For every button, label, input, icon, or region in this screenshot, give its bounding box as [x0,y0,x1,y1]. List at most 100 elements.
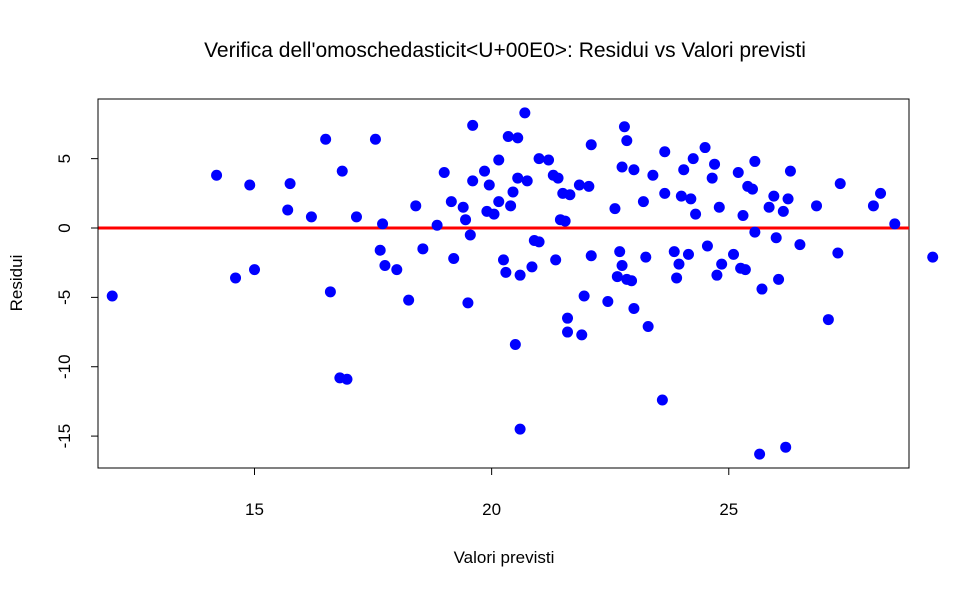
data-point [640,251,652,263]
data-point [614,246,626,258]
data-point [737,210,749,222]
data-point [756,283,768,295]
data-point [678,164,690,176]
data-point [559,215,571,227]
data-point [336,165,348,177]
data-point [320,133,332,145]
data-point [379,259,391,271]
data-point [374,244,386,256]
x-tick-label: 15 [245,500,264,519]
data-point [637,196,649,208]
data-point [647,169,659,181]
data-point [709,158,721,170]
data-point [512,132,524,144]
data-point [875,187,887,199]
data-point [502,130,514,142]
data-point [498,254,509,266]
data-point [500,266,512,278]
y-tick-label: -10 [55,354,74,379]
data-point [602,296,614,308]
data-point [512,172,524,184]
data-point [659,187,671,199]
data-point [573,179,585,191]
data-point [410,200,422,212]
data-point [675,190,687,202]
data-point [685,193,697,205]
data-points [106,107,939,460]
data-point [711,269,723,281]
data-point [628,164,640,176]
data-point [509,339,521,351]
data-point [460,214,472,226]
data-point [562,312,574,324]
data-point [585,250,597,262]
data-point [467,175,479,187]
data-point [483,179,495,191]
data-point [431,219,443,231]
data-point [746,183,758,195]
data-point [391,264,403,276]
data-point [519,107,531,119]
data-point [585,139,597,151]
data-point [609,203,621,215]
x-axis: 15 20 25 [245,467,738,519]
data-point [626,275,638,287]
data-point [462,297,474,309]
chart-title: Verifica dell'omoschedasticit<U+00E0>: R… [204,39,806,62]
x-tick-label: 25 [719,500,738,519]
x-tick-label: 20 [482,500,501,519]
plot-frame [97,98,910,469]
data-point [770,232,782,244]
y-tick-label: 5 [55,154,74,163]
data-point [578,290,590,302]
data-point [244,179,256,191]
data-point [550,254,562,266]
data-point [445,196,457,208]
data-point [784,165,796,177]
data-point [533,236,545,248]
data-point [583,180,595,192]
data-point [780,441,792,453]
data-point [673,258,685,270]
y-axis-label: Residui [7,255,26,312]
data-point [341,373,353,385]
data-point [230,272,242,284]
data-point [350,211,362,223]
data-point [438,167,450,179]
data-point [794,239,806,251]
data-point [211,169,223,181]
data-point [417,243,429,255]
data-point [467,119,479,131]
data-point [642,321,654,333]
data-point [514,269,526,281]
data-point [552,172,564,184]
data-point [616,259,628,271]
data-point [701,240,713,252]
y-tick-label: -15 [55,424,74,449]
data-point [377,218,389,230]
data-point [671,272,683,284]
data-point [656,394,668,406]
data-point [749,226,761,238]
data-point [611,271,623,283]
data-point [533,153,545,165]
data-point [543,154,555,166]
data-point [305,211,317,223]
data-point [526,261,538,273]
data-point [749,155,761,167]
data-point [106,290,118,302]
data-point [282,204,294,216]
data-point [369,133,381,145]
data-point [768,190,780,202]
data-point [728,248,740,260]
data-point [479,165,491,177]
data-point [777,205,789,217]
data-point [562,326,574,338]
data-point [493,196,505,208]
data-point [618,121,630,133]
data-point [659,146,671,158]
data-point [889,218,901,230]
data-point [564,189,576,201]
x-axis-label: Valori previsti [454,548,555,567]
